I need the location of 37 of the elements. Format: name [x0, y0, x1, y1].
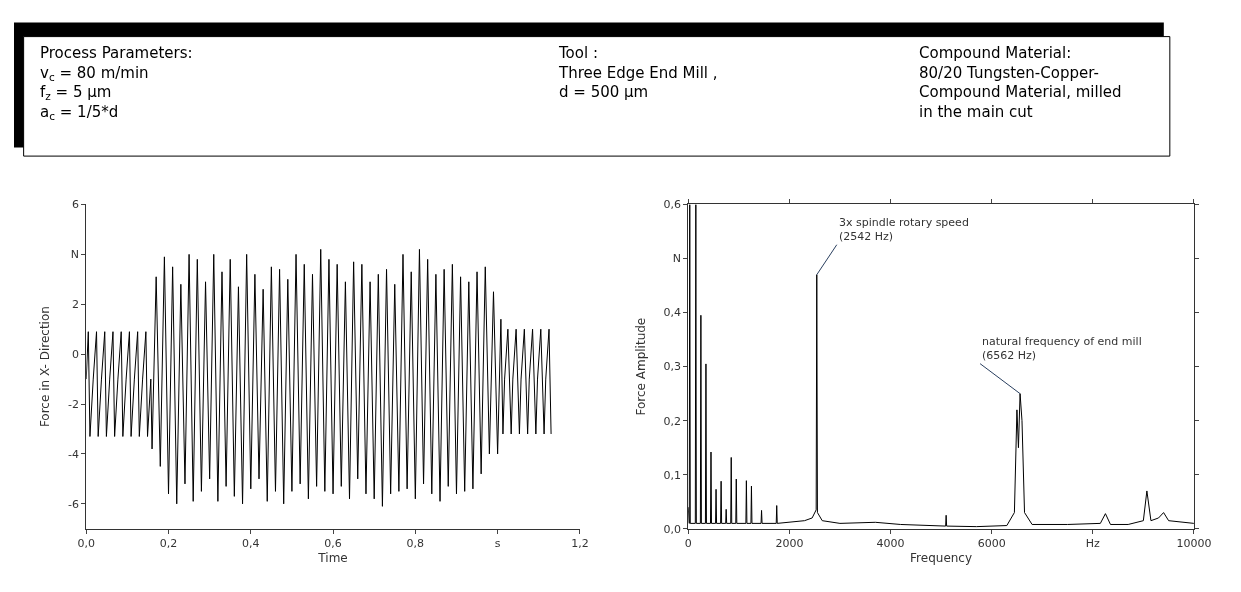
y-tick-label: 2 — [72, 298, 80, 312]
y-axis-title: Force Amplitude — [633, 317, 648, 416]
x-tick-label: 2000 — [775, 536, 804, 550]
y-tick-label: 6 — [72, 198, 80, 212]
x-tick-label: Hz — [1085, 536, 1101, 550]
x-tick-label: 0 — [684, 536, 692, 550]
x-axis-title: Frequency — [910, 550, 973, 565]
x-tick-label: 1,2 — [571, 536, 589, 550]
annotation: 3x spindle rotary speed (2542 Hz) — [839, 216, 969, 244]
x-tick-label: 0,4 — [242, 536, 260, 550]
x-tick-label: s — [494, 536, 501, 550]
y-tick-label: N — [70, 248, 80, 262]
x-tick-label: 6000 — [977, 536, 1006, 550]
y-axis-title: Force in X- Direction — [38, 306, 53, 428]
x-tick-label: 0,2 — [159, 536, 178, 550]
y-tick-label: 0,0 — [663, 522, 682, 536]
line-series — [688, 204, 1194, 528]
y-tick-label: N — [672, 252, 682, 266]
text: Tool : Three Edge End Mill , d = 500 µm — [558, 44, 718, 101]
y-tick-label: -4 — [68, 447, 80, 461]
annotation: natural frequency of end mill (6562 Hz) — [982, 335, 1142, 363]
x-tick-label: 4000 — [876, 536, 905, 550]
x-tick-label: 0,6 — [324, 536, 342, 550]
line-series — [86, 248, 552, 507]
text: Compound Material: 80/20 Tungsten-Copper- Compound Material, milled in the main cut — [919, 44, 1122, 121]
text: Process Parameters: v$_{c}$ = 80 m/min f$_{z}$ = 5 µm a$_{c}$ = 1/5*d — [40, 44, 193, 122]
y-tick-label: -2 — [68, 397, 80, 411]
y-tick-label: 0 — [72, 348, 80, 361]
y-tick-label: 0,3 — [663, 360, 682, 374]
y-tick-label: 0,6 — [663, 198, 682, 212]
x-tick-label: 10000 — [1176, 536, 1212, 550]
x-tick-label: 0,8 — [406, 536, 425, 550]
y-tick-label: -6 — [68, 497, 80, 511]
y-tick-label: 0,4 — [663, 306, 682, 320]
y-tick-label: 0,2 — [663, 414, 682, 428]
y-tick-label: 0,1 — [663, 468, 682, 482]
x-axis-title: Time — [317, 550, 348, 565]
